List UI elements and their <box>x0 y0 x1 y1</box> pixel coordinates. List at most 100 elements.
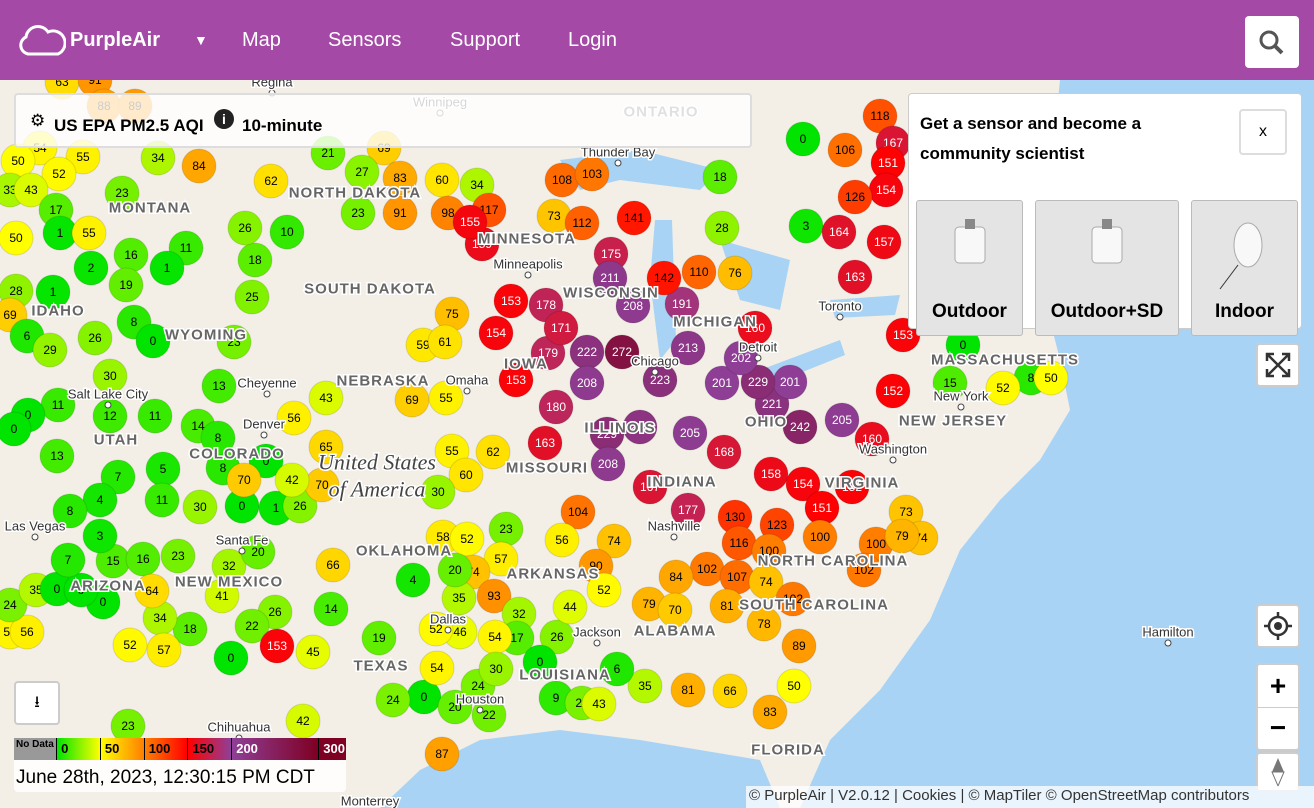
sensor[interactable]: 34 <box>140 140 176 176</box>
sensor[interactable]: 28 <box>704 210 740 246</box>
search-button[interactable] <box>1245 16 1299 68</box>
zoom-out[interactable]: − <box>1269 712 1287 743</box>
product[interactable]: Indoor <box>1191 200 1298 336</box>
sensor[interactable]: 55 <box>71 215 107 251</box>
sensor[interactable]: 205 <box>672 415 708 451</box>
sensor[interactable]: 66 <box>315 547 351 583</box>
sensor[interactable]: 6 <box>599 651 635 687</box>
sensor[interactable]: 160 <box>737 310 773 346</box>
sensor[interactable]: 18 <box>237 242 273 278</box>
sensor[interactable]: 0 <box>248 443 284 479</box>
sensor[interactable]: 20 <box>240 534 276 570</box>
metric[interactable]: US EPA PM2.5 AQI <box>54 116 204 135</box>
sensor[interactable]: 9 <box>538 680 574 716</box>
close-button[interactable]: x <box>1239 109 1287 155</box>
sensor[interactable]: 11 <box>40 387 76 423</box>
sensor[interactable]: 112 <box>564 205 600 241</box>
sensor[interactable]: 23 <box>340 195 376 231</box>
sensor[interactable]: 54 <box>419 650 455 686</box>
sensor[interactable]: 208 <box>590 446 626 482</box>
gear[interactable]: ⚙ <box>30 111 46 130</box>
sensor[interactable]: 1 <box>149 250 185 286</box>
sensor[interactable]: 167 <box>632 469 668 505</box>
brand[interactable]: PurpleAir <box>70 29 161 51</box>
nav-link[interactable]: Map <box>242 29 281 51</box>
sensor[interactable]: 55 <box>428 380 464 416</box>
sensor[interactable]: 70 <box>226 462 262 498</box>
sensor[interactable]: 213 <box>670 330 706 366</box>
sensor[interactable]: 83 <box>752 694 788 730</box>
caret[interactable]: ▼ <box>194 32 208 48</box>
sensor[interactable]: 81 <box>709 588 745 624</box>
sensor[interactable]: 61 <box>427 324 463 360</box>
info-icon[interactable]: i <box>214 109 234 129</box>
sensor[interactable]: 11 <box>144 482 180 518</box>
sensor[interactable]: 78 <box>746 606 782 642</box>
sensor[interactable]: 44 <box>552 589 588 625</box>
sensor[interactable]: 208 <box>569 365 605 401</box>
sensor[interactable]: 26 <box>77 320 113 356</box>
sensor[interactable]: 12 <box>92 398 128 434</box>
sensor[interactable]: 62 <box>475 434 511 470</box>
sensor[interactable]: 152 <box>834 469 870 505</box>
sensor[interactable]: 3 <box>788 208 824 244</box>
sensor[interactable]: 43 <box>13 172 49 208</box>
sensor[interactable]: 24 <box>0 587 28 623</box>
sensor[interactable]: 65 <box>308 429 344 465</box>
product[interactable]: Outdoor+SD <box>1035 200 1179 336</box>
product[interactable]: Outdoor <box>916 200 1023 336</box>
download-button[interactable]: ⭳ <box>14 681 60 725</box>
sensor[interactable]: 24 <box>375 682 411 718</box>
sensor[interactable]: 211 <box>592 260 628 296</box>
sensor[interactable]: 104 <box>560 494 596 530</box>
sensor[interactable]: 229 <box>589 416 625 452</box>
period[interactable]: 10-minute <box>242 116 323 135</box>
compass[interactable] <box>1256 752 1300 792</box>
sensor[interactable]: 151 <box>870 145 906 181</box>
sensor[interactable]: 4 <box>395 562 431 598</box>
sensor[interactable]: 7 <box>100 459 136 495</box>
nav-link[interactable]: Support <box>450 29 521 51</box>
sensor[interactable]: 66 <box>712 673 748 709</box>
sensor[interactable]: 8 <box>200 420 236 456</box>
sensor[interactable]: 60 <box>424 162 460 198</box>
sensor[interactable]: 100 <box>858 526 894 562</box>
sensor[interactable]: 55 <box>65 139 101 175</box>
sensor[interactable]: 19 <box>361 620 397 656</box>
sensor[interactable]: 151 <box>804 490 840 526</box>
sensor[interactable]: 29 <box>32 332 68 368</box>
sensor[interactable]: 25 <box>234 279 270 315</box>
sensor[interactable]: 30 <box>478 651 514 687</box>
sensor[interactable]: 56 <box>544 522 580 558</box>
sensor[interactable]: 126 <box>837 179 873 215</box>
sensor[interactable]: 5 <box>145 451 181 487</box>
sensor[interactable]: 242 <box>782 409 818 445</box>
sensor[interactable]: 153 <box>498 362 534 398</box>
sensor[interactable]: 74 <box>748 564 784 600</box>
sensor[interactable]: 179 <box>530 335 566 371</box>
sensor[interactable]: 15 <box>932 365 968 401</box>
sensor[interactable]: 153 <box>259 628 295 664</box>
sensor[interactable]: 8 <box>52 493 88 529</box>
sensor[interactable]: 205 <box>824 402 860 438</box>
sensor[interactable]: 70 <box>657 592 693 628</box>
sensor[interactable]: 219 <box>622 409 658 445</box>
sensor[interactable]: 222 <box>569 334 605 370</box>
sensor[interactable]: 76 <box>717 255 753 291</box>
sensor[interactable]: 79 <box>631 586 667 622</box>
sensor[interactable]: 84 <box>181 148 217 184</box>
sensor[interactable]: 18 <box>702 159 738 195</box>
sensor[interactable]: 64 <box>134 573 170 609</box>
sensor[interactable]: 87 <box>424 736 460 772</box>
sensor[interactable]: 56 <box>276 400 312 436</box>
sensor[interactable]: 118 <box>862 98 898 134</box>
sensor[interactable]: 229 <box>740 364 776 400</box>
sensor[interactable]: 16 <box>113 237 149 273</box>
sensor[interactable]: 93 <box>476 578 512 614</box>
sensor[interactable]: 42 <box>285 703 321 739</box>
sensor[interactable]: 110 <box>681 254 717 290</box>
sensor[interactable]: 7 <box>50 542 86 578</box>
sensor[interactable]: 69 <box>394 382 430 418</box>
sensor[interactable]: 79 <box>884 518 920 554</box>
sensor[interactable]: 13 <box>201 368 237 404</box>
